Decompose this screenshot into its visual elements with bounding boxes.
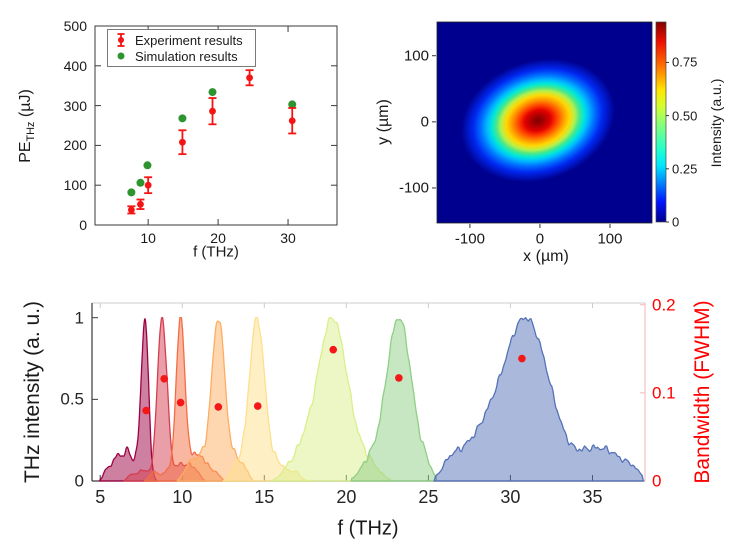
legend-item-label: Experiment results (135, 32, 243, 48)
legend-item-label: Simulation results (135, 48, 238, 64)
colorbar-label: Intensity (a.u.) (708, 78, 724, 168)
panelC-left-axis-label: THz intensity (a. u.) (21, 300, 44, 484)
errorbar-marker-icon (117, 33, 125, 47)
panelB-y-axis-label: y (µm) (375, 99, 392, 145)
dot-marker-icon (117, 52, 125, 60)
legend-item: Experiment results (114, 32, 243, 48)
panelA-y-axis-label: PETHz (µJ) (17, 89, 37, 163)
panelB-x-axis-label: x (µm) (523, 248, 569, 265)
panelA-ylabel-subscript: THz (25, 121, 38, 142)
panelC-right-axis-label: Bandwidth (FWHM) (691, 300, 714, 484)
panelC-x-axis-label: f (THz) (337, 517, 399, 540)
panelA-ylabel-base: PE (16, 141, 34, 163)
legend: Experiment results Simulation results (107, 29, 256, 67)
panelA-x-axis-label: f (THz) (193, 243, 239, 261)
legend-item: Simulation results (114, 48, 243, 64)
panelA-ylabel-unit: (µJ) (16, 89, 34, 122)
